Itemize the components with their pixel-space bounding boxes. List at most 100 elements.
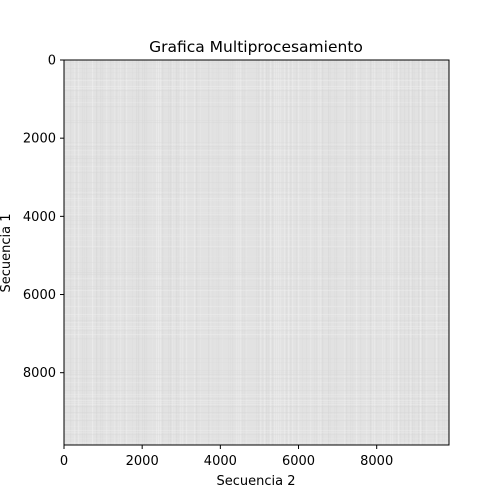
heatmap-column-band: [322, 60, 324, 445]
heatmap-column-band: [158, 60, 160, 445]
heatmap-column-band: [170, 60, 172, 445]
heatmap-row-band: [64, 262, 449, 264]
heatmap-column-band: [344, 60, 346, 445]
heatmap-row-band: [64, 286, 449, 288]
x-axis: 0 2000 4000 6000 8000: [60, 445, 393, 469]
heatmap-row-band: [64, 398, 449, 400]
heatmap-column-band: [268, 60, 270, 445]
heatmap-column-band: [404, 60, 406, 445]
heatmap-row-band: [64, 394, 449, 396]
heatmap-column-band: [152, 60, 154, 445]
heatmap-column-band: [434, 60, 436, 445]
heatmap-column-band: [200, 60, 202, 445]
heatmap-column-band: [264, 60, 266, 445]
heatmap-row-band: [64, 208, 449, 210]
heatmap-column-band: [310, 60, 312, 445]
heatmap-row-band: [64, 314, 449, 316]
heatmap-column-band: [100, 60, 102, 445]
heatmap-row-band: [64, 288, 449, 290]
heatmap-column-band: [370, 60, 372, 445]
heatmap-row-band: [64, 362, 449, 364]
heatmap-column-band: [126, 60, 128, 445]
heatmap-background: [64, 60, 449, 445]
heatmap-row-band: [64, 172, 449, 174]
heatmap-column-band: [210, 60, 212, 445]
heatmap-row-band: [64, 338, 449, 340]
heatmap-column-band: [102, 60, 104, 445]
heatmap-row-band: [64, 80, 449, 82]
heatmap-row-band: [64, 88, 449, 90]
heatmap-column-band: [350, 60, 352, 445]
heatmap-column-band: [144, 60, 146, 445]
heatmap-column-bands: [64, 60, 450, 445]
heatmap-column-band: [96, 60, 98, 445]
heatmap-row-band: [64, 190, 449, 192]
x-axis-label: Secuencia 2: [216, 474, 295, 489]
heatmap-column-band: [412, 60, 414, 445]
heatmap-row-band: [64, 98, 449, 100]
heatmap-column-band: [208, 60, 210, 445]
heatmap-row-band: [64, 162, 449, 164]
heatmap-row-band: [64, 122, 449, 124]
y-axis: 0 2000 4000 6000 8000: [23, 54, 64, 381]
y-tick-label: 2000: [23, 132, 56, 147]
heatmap-row-band: [64, 198, 449, 200]
heatmap-row-band: [64, 430, 449, 432]
heatmap-row-band: [64, 386, 449, 388]
heatmap-row-band: [64, 400, 449, 402]
heatmap-row-band: [64, 224, 449, 226]
heatmap-column-band: [356, 60, 358, 445]
heatmap-column-band: [120, 60, 122, 445]
heatmap-column-band: [222, 60, 224, 445]
heatmap-column-band: [196, 60, 198, 445]
heatmap-column-band: [374, 60, 376, 445]
heatmap-row-band: [64, 102, 449, 104]
heatmap-column-band: [302, 60, 304, 445]
y-axis-label: Secuencia 1: [0, 213, 14, 292]
heatmap-column-band: [118, 60, 120, 445]
y-tick-label: 8000: [23, 366, 56, 381]
heatmap-column-band: [242, 60, 244, 445]
heatmap-row-band: [64, 72, 449, 74]
heatmap-column-band: [230, 60, 232, 445]
heatmap-row-band: [64, 64, 449, 66]
heatmap-column-band: [218, 60, 220, 445]
heatmap-column-band: [298, 60, 300, 445]
heatmap-column-band: [240, 60, 242, 445]
heatmap-column-band: [408, 60, 410, 445]
heatmap-column-band: [366, 60, 368, 445]
heatmap-row-band: [64, 220, 449, 222]
heatmap-row-band: [64, 142, 449, 144]
heatmap-row-band: [64, 218, 449, 220]
heatmap-column-band: [138, 60, 140, 445]
heatmap-column-band: [296, 60, 298, 445]
x-tick-label: 6000: [282, 454, 315, 469]
heatmap-row-band: [64, 188, 449, 190]
heatmap-column-band: [194, 60, 196, 445]
heatmap-row-band: [64, 322, 449, 324]
heatmap-column-band: [260, 60, 262, 445]
heatmap-row-band: [64, 376, 449, 378]
heatmap-column-band: [114, 60, 116, 445]
heatmap-row-band: [64, 328, 449, 330]
heatmap-column-band: [410, 60, 412, 445]
heatmap-row-band: [64, 270, 449, 272]
heatmap-row-band: [64, 298, 449, 300]
heatmap-column-band: [160, 60, 162, 445]
heatmap-column-band: [142, 60, 144, 445]
heatmap-column-band: [92, 60, 94, 445]
heatmap-row-band: [64, 372, 449, 374]
heatmap-row-band: [64, 248, 449, 250]
heatmap-column-band: [182, 60, 184, 445]
x-tick-label: 8000: [360, 454, 393, 469]
heatmap-row-band: [64, 442, 449, 444]
heatmap-column-band: [384, 60, 386, 445]
heatmap-column-band: [400, 60, 402, 445]
heatmap-row-band: [64, 236, 449, 238]
heatmap-row-bands: [64, 62, 449, 444]
x-tick-label: 0: [60, 454, 68, 469]
heatmap-row-band: [64, 358, 449, 360]
heatmap-row-band: [64, 90, 449, 92]
heatmap-column-band: [414, 60, 416, 445]
heatmap-row-band: [64, 156, 449, 158]
